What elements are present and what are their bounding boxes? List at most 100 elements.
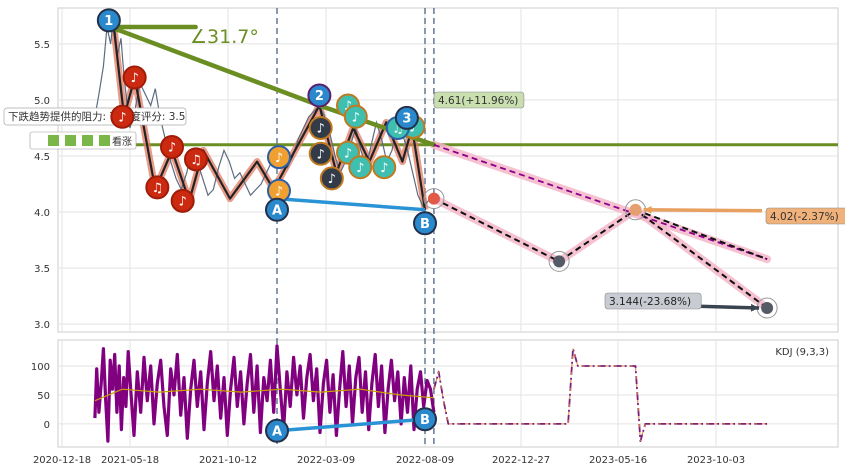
wave-note-marker-text: ♪ bbox=[275, 184, 283, 199]
wave-note-marker-text: ♪ bbox=[344, 146, 352, 161]
wave-note-marker-text: ♪ bbox=[131, 71, 139, 86]
target-price-label-box bbox=[765, 207, 845, 225]
low-arrow bbox=[689, 304, 760, 310]
wave-note-marker-text: ♪ bbox=[352, 110, 360, 125]
price-y-tick-label: 4.5 bbox=[34, 152, 50, 163]
kdj-wave-label-A-circle bbox=[265, 418, 289, 443]
wave-note-marker: ♪ bbox=[160, 135, 184, 160]
wave-label-2: 2 bbox=[307, 83, 332, 108]
wave-note-marker: ♪ bbox=[372, 155, 397, 180]
forecast-marker bbox=[629, 203, 642, 216]
wave-note-marker: ♪ bbox=[170, 188, 195, 213]
wave-note-marker-circle bbox=[319, 166, 344, 191]
kdj-y-tick-label: 0 bbox=[44, 420, 50, 431]
bull-icon bbox=[65, 135, 76, 146]
wave-label-2-text: 2 bbox=[315, 89, 324, 104]
wave-label-3: 3 bbox=[394, 105, 419, 130]
x-tick-label: 2022-08-09 bbox=[396, 455, 454, 466]
wave-note-marker: ♪ bbox=[110, 104, 135, 129]
bull-badge-text: 看涨 bbox=[112, 135, 132, 148]
resistance-note: 下跌趋势提供的阻力: 可信度评分: 3.5 bbox=[3, 107, 187, 126]
x-tick-label: 2022-12-27 bbox=[492, 455, 550, 466]
kdj-label: KDJ (9,3,3) bbox=[775, 347, 829, 358]
upper-price-label-text: 4.61(+11.96%) bbox=[438, 95, 518, 107]
wave-label-1: 1 bbox=[96, 8, 121, 33]
kdj-wave-label-B-circle bbox=[413, 407, 437, 432]
price-y-tick-label: 5.5 bbox=[34, 40, 50, 51]
wave-note-marker-text: ♪ bbox=[179, 195, 187, 210]
wave-note-marker-text: ♪ bbox=[344, 99, 352, 114]
forecast-marker bbox=[427, 192, 440, 205]
price-y-tick-label: 3.5 bbox=[34, 264, 50, 275]
kdj-series-J-overlay bbox=[433, 348, 768, 442]
kdj-y-tick-label: 50 bbox=[37, 391, 50, 402]
wave-label-B-text: B bbox=[420, 217, 430, 232]
wave-label-A-circle bbox=[265, 197, 289, 222]
resistance-note-text: 下跌趋势提供的阻力: 可信度评分: 3.5 bbox=[8, 110, 185, 123]
wave-note-marker-circle bbox=[110, 104, 135, 129]
kdj-wave-label-A: A bbox=[265, 418, 289, 443]
wave-label-1-circle bbox=[96, 8, 121, 33]
price-y-tick-label: 5.0 bbox=[34, 96, 50, 107]
wave-note-marker-text: ♫ bbox=[392, 122, 404, 137]
wave-label-B: B bbox=[413, 211, 437, 236]
wave-note-marker-circle bbox=[122, 65, 147, 90]
angle-label: ∠31.7° bbox=[190, 26, 259, 48]
bull-icon bbox=[48, 135, 59, 146]
price-y-tick-label: 4.0 bbox=[34, 208, 50, 219]
bull-icon bbox=[82, 135, 93, 146]
wave-note-marker-circle bbox=[145, 175, 170, 200]
projection-line bbox=[635, 208, 768, 261]
bull-badge-row: 看涨 bbox=[29, 131, 137, 150]
target-arrow-head bbox=[643, 205, 652, 214]
wave-note-marker-text: ♪ bbox=[317, 122, 325, 137]
wave-label-3-text: 3 bbox=[402, 112, 411, 127]
wave-note-marker-text: ♪ bbox=[317, 147, 325, 162]
forecast-marker-ring bbox=[548, 250, 570, 272]
low-price-label-text: 3.144(-23.68%) bbox=[609, 296, 691, 308]
wave-note-marker-circle bbox=[160, 135, 184, 160]
x-tick-label: 2021-10-12 bbox=[199, 455, 257, 466]
upper-price-label: 4.61(+11.96%) bbox=[433, 91, 525, 109]
price-y-tick-label: 3.0 bbox=[34, 320, 50, 331]
kdj-y-tick-label: 100 bbox=[31, 362, 50, 373]
forecast-marker bbox=[761, 302, 774, 315]
wave-label-3-circle bbox=[394, 105, 419, 130]
kdj-wave-label-A-text: A bbox=[272, 424, 282, 439]
wave-note-marker-text: ♪ bbox=[275, 151, 283, 166]
wave-note-marker: ♫ bbox=[145, 175, 170, 200]
wave-note-marker-text: ♪ bbox=[356, 161, 364, 176]
wave-note-marker-text: ♪ bbox=[328, 172, 336, 187]
x-tick-label: 2023-05-16 bbox=[589, 455, 647, 466]
wave-note-marker-text: ♫ bbox=[190, 153, 202, 168]
kdj-support-trend bbox=[276, 417, 426, 433]
price-panel-frame bbox=[57, 7, 839, 333]
x-tick-label: 2023-10-03 bbox=[687, 455, 745, 466]
wave-label-A-text: A bbox=[272, 203, 282, 218]
wave-note-marker-circle bbox=[308, 115, 333, 140]
wave-note-marker: ♪ bbox=[319, 166, 344, 191]
wave-note-marker: ♪ bbox=[308, 115, 333, 140]
wave-label-1-text: 1 bbox=[104, 14, 113, 29]
wave-label-2-circle bbox=[307, 83, 332, 108]
wave-note-marker-circle bbox=[348, 155, 373, 180]
wave-label-A: A bbox=[265, 197, 289, 222]
target-price-label: 4.02(-2.37%) bbox=[765, 207, 845, 225]
target-price-label-text: 4.02(-2.37%) bbox=[770, 211, 839, 223]
wave-note-marker-circle bbox=[184, 147, 208, 172]
wave-note-marker: ♪ bbox=[266, 145, 291, 170]
wave-note-marker: ♪ bbox=[343, 104, 368, 129]
wave-note-marker-circle bbox=[343, 104, 368, 129]
target-arrow bbox=[643, 208, 763, 213]
x-tick-label: 2020-12-18 bbox=[33, 455, 91, 466]
wave-note-marker: ♪ bbox=[348, 155, 373, 180]
wave-note-marker-text: ♪ bbox=[168, 141, 176, 156]
kdj-series-K bbox=[93, 344, 436, 443]
low-arrow-head bbox=[750, 303, 760, 312]
wave-note-marker-text: ♪ bbox=[409, 121, 417, 136]
upper-price-label-box bbox=[433, 91, 525, 109]
wave-note-marker-circle bbox=[170, 188, 195, 213]
wave-note-marker-circle bbox=[266, 145, 291, 170]
wave-note-marker: ♫ bbox=[184, 147, 208, 172]
